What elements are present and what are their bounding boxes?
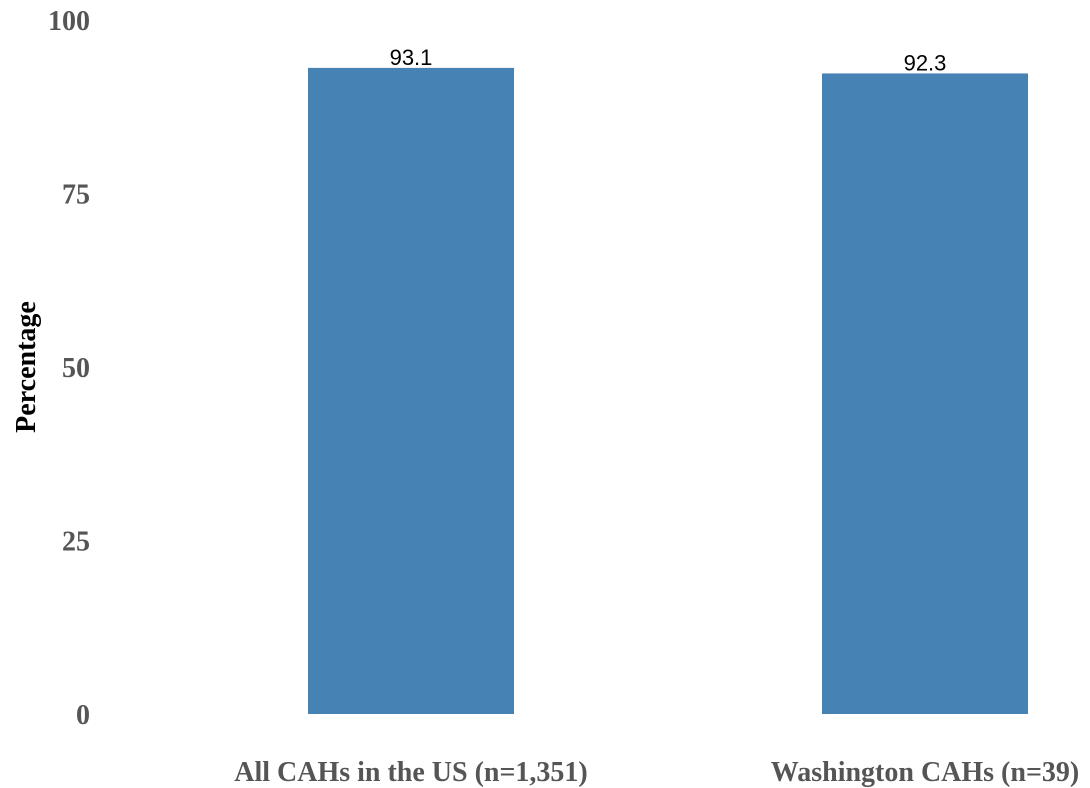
- x-category-label: Washington CAHs (n=39): [771, 757, 1079, 788]
- y-axis-title: Percentage: [11, 301, 42, 433]
- bar-value-label: 92.3: [904, 50, 947, 75]
- data-labels: 93.1 92.3: [390, 45, 947, 76]
- y-axis-ticks: 0 25 50 75 100: [48, 6, 90, 731]
- y-tick-label: 0: [76, 700, 90, 731]
- bar-value-label: 93.1: [390, 45, 433, 70]
- y-tick-label: 75: [62, 180, 90, 211]
- y-tick-label: 50: [62, 353, 90, 384]
- y-tick-label: 25: [62, 527, 90, 558]
- bar: [822, 73, 1028, 715]
- bars: [308, 67, 1028, 715]
- y-tick-label: 100: [48, 6, 90, 37]
- x-axis-category-labels: All CAHs in the US (n=1,351) Washington C…: [234, 757, 1079, 788]
- bar: [308, 67, 514, 715]
- x-category-label: All CAHs in the US (n=1,351): [234, 757, 588, 788]
